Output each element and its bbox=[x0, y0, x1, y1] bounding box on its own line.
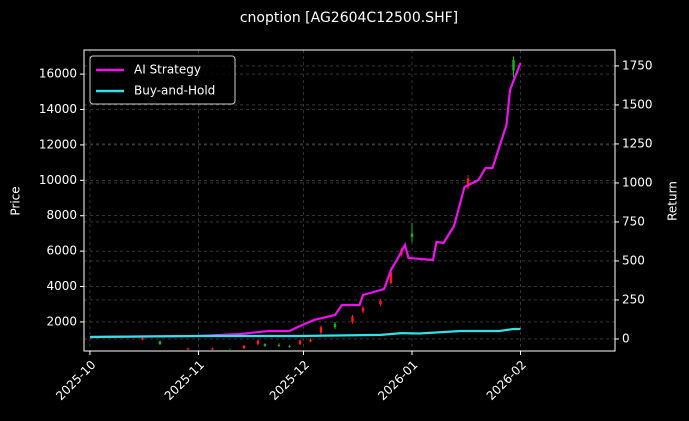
candle-body bbox=[319, 327, 323, 333]
y2-tick-label: 1000 bbox=[622, 175, 653, 189]
legend-box bbox=[89, 55, 236, 105]
legend-label: Buy-and-Hold bbox=[134, 84, 215, 98]
x-tick-label: 2025-11 bbox=[162, 358, 207, 403]
y2-axis-label: Return bbox=[666, 181, 680, 221]
candle-body bbox=[333, 323, 337, 328]
candle-body bbox=[277, 344, 281, 346]
candle-body bbox=[379, 300, 382, 305]
legend-label: AI Strategy bbox=[134, 63, 201, 77]
candle-body bbox=[512, 59, 515, 71]
candle-body bbox=[298, 340, 302, 345]
line-series bbox=[89, 62, 522, 339]
y2-tick-label: 1500 bbox=[622, 97, 653, 111]
y-tick-label: 16000 bbox=[39, 67, 77, 81]
y-axis-label: Price bbox=[9, 186, 23, 215]
y2-tick-label: 250 bbox=[622, 292, 645, 306]
candle-body bbox=[361, 307, 365, 312]
candle-body bbox=[141, 337, 144, 340]
candle-body bbox=[211, 348, 214, 350]
y-tick-label: 8000 bbox=[46, 208, 77, 222]
plot-frame bbox=[83, 49, 616, 352]
candle-body bbox=[158, 341, 162, 345]
y-tick-label: 6000 bbox=[46, 244, 77, 258]
y-tick-label: 2000 bbox=[46, 314, 77, 328]
y2-tick-label: 750 bbox=[622, 214, 645, 228]
candle-body bbox=[466, 178, 470, 188]
candle-body bbox=[351, 316, 354, 322]
chart-title: cnoption [AG2604C12500.SHF] bbox=[240, 10, 458, 26]
y-tick-label: 14000 bbox=[39, 102, 77, 116]
line-series bbox=[89, 327, 521, 339]
candle-body bbox=[256, 340, 260, 345]
candle-body bbox=[288, 345, 291, 347]
y-tick-label: 10000 bbox=[39, 173, 77, 187]
x-tick-label: 2026-01 bbox=[375, 358, 420, 403]
y-tick-label: 12000 bbox=[39, 137, 77, 151]
y-tick-label: 4000 bbox=[46, 279, 77, 293]
y2-tick-label: 0 bbox=[622, 331, 630, 345]
y2-tick-label: 1750 bbox=[622, 58, 653, 72]
candle-body bbox=[309, 339, 312, 342]
candle-body bbox=[389, 272, 393, 284]
y2-tick-label: 1250 bbox=[622, 136, 653, 150]
x-tick-label: 2026-02 bbox=[484, 358, 529, 403]
x-tick-label: 2025-12 bbox=[267, 358, 312, 403]
x-tick-label: 2025-10 bbox=[53, 358, 98, 403]
candle-body bbox=[228, 349, 232, 351]
candle-body bbox=[263, 344, 267, 346]
candle-body bbox=[242, 345, 246, 349]
candle-body bbox=[410, 233, 414, 237]
y2-tick-label: 500 bbox=[622, 253, 645, 267]
candle-body bbox=[186, 348, 190, 350]
